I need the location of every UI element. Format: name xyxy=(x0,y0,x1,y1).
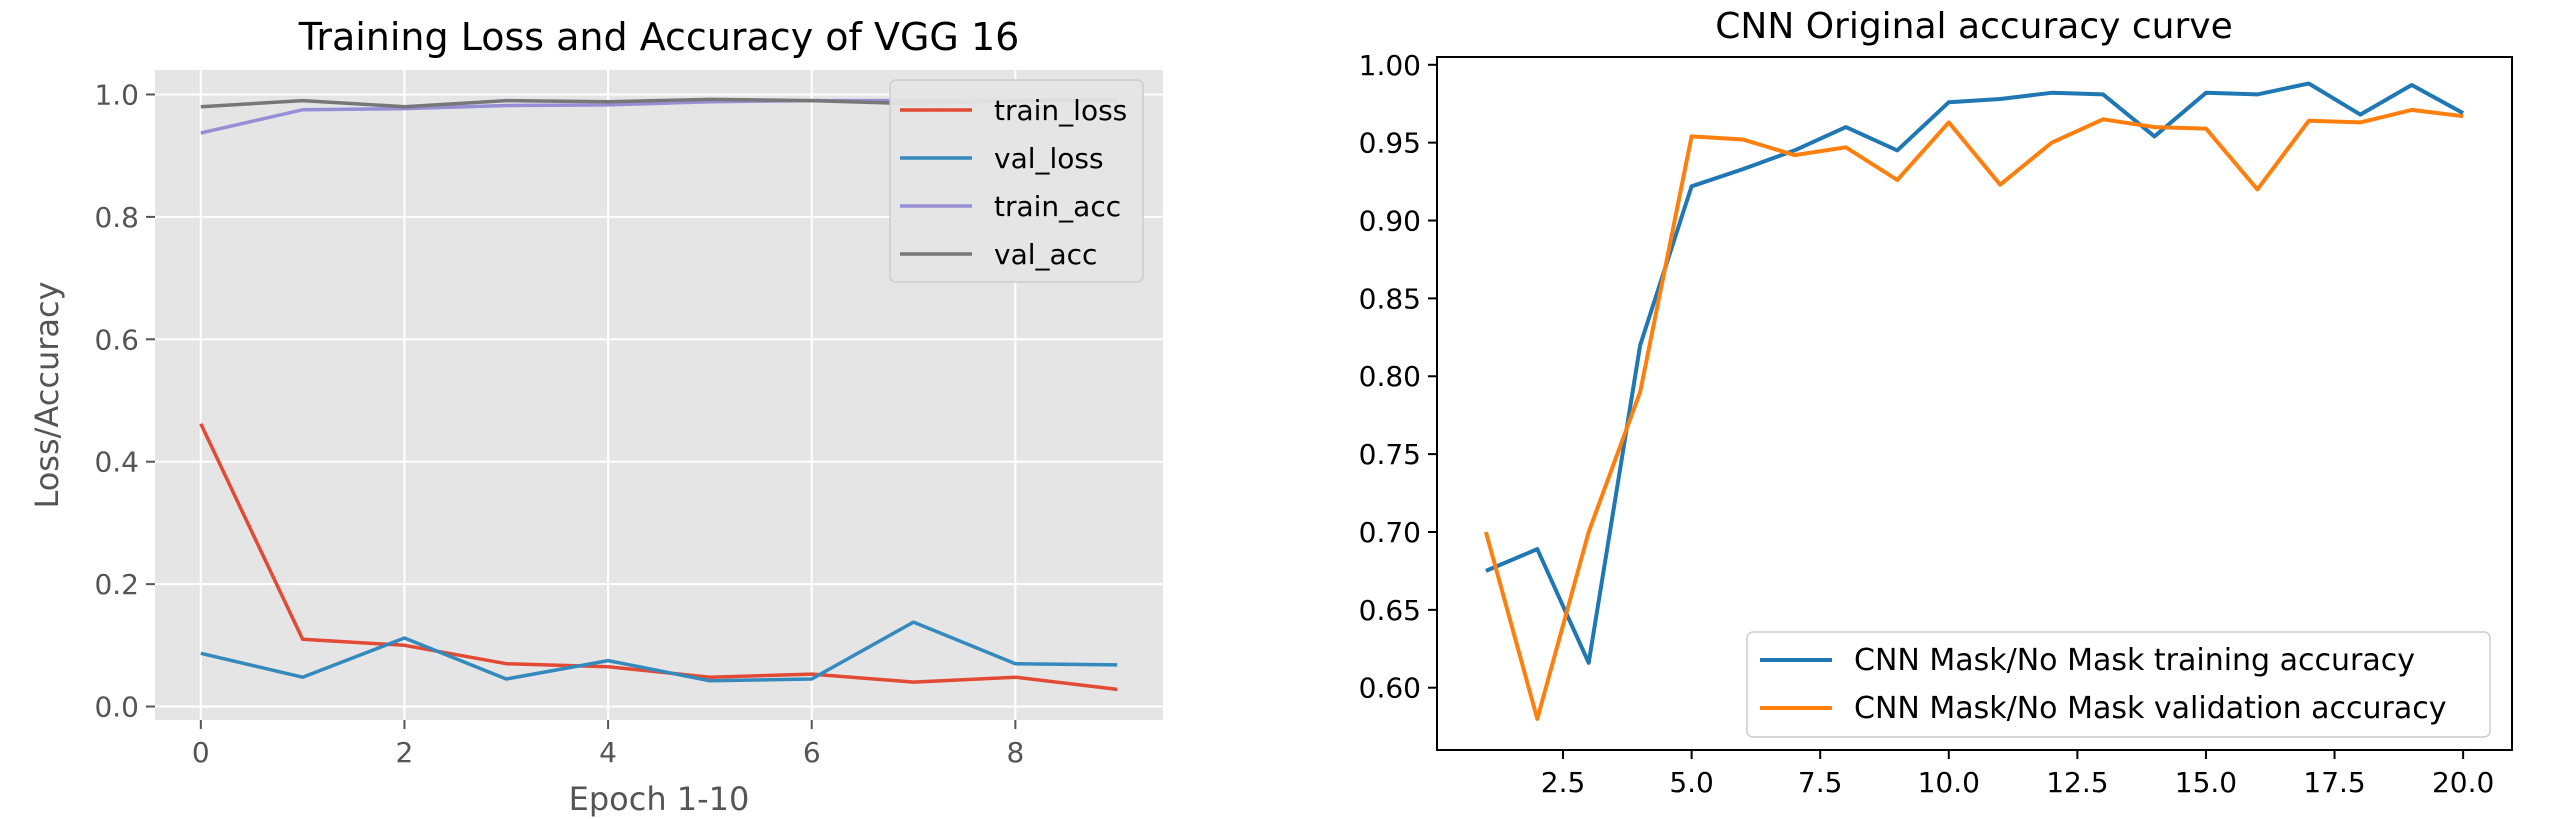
x-tick-label: 17.5 xyxy=(2303,766,2365,799)
y-tick-label: 0.70 xyxy=(1359,516,1421,549)
x-tick-label: 10.0 xyxy=(1918,766,1980,799)
series-line-cnn-mask-no-mask-validation-accuracy xyxy=(1483,107,2464,721)
x-tick-label: 2.5 xyxy=(1541,766,1586,799)
x-tick-label: 20.0 xyxy=(2432,766,2494,799)
legend-box xyxy=(889,79,1144,283)
legend-label-train-acc: train_acc xyxy=(994,190,1121,223)
legend-label-cnn-mask-no-mask-training-accuracy: CNN Mask/No Mask training accuracy xyxy=(1854,643,2415,678)
y-tick-label: 0.65 xyxy=(1359,594,1421,627)
legend-label-cnn-mask-no-mask-validation-accuracy: CNN Mask/No Mask validation accuracy xyxy=(1854,691,2446,726)
y-tick-label: 0.6 xyxy=(94,323,139,356)
cnn-chart: 2.5 5.0 7.5 10.0 12.5 15.0 17.5 20.0 0.600.650.… xyxy=(1359,6,2513,799)
x-axis-label: Epoch 1-10 xyxy=(569,780,750,818)
x-axis-ticks: 0 2 4 6 8 xyxy=(192,720,1024,769)
legend: train_loss val_loss train_acc val_acc xyxy=(889,79,1144,283)
y-tick-label: 0.80 xyxy=(1359,360,1421,393)
y-tick-label: 0.95 xyxy=(1359,127,1421,160)
vgg16-chart: 0 2 4 6 8 0.0 0.2 0.4 0.6 0.8 1.0 Training Loss a… xyxy=(28,15,1163,818)
y-tick-label: 0.85 xyxy=(1359,282,1421,315)
x-tick-label: 6 xyxy=(803,736,821,769)
x-tick-label: 8 xyxy=(1006,736,1024,769)
y-axis-ticks: 0.60 0.65 0.70 0.75 0.80 0.85 0.90 0.95 1.00 xyxy=(1359,49,1437,705)
legend-label-val-loss: val_loss xyxy=(994,142,1104,175)
legend-entries: train_loss val_loss train_acc val_acc xyxy=(900,94,1127,271)
x-tick-label: 0 xyxy=(192,736,210,769)
series-lines xyxy=(1483,81,2465,721)
legend-label-train-loss: train_loss xyxy=(994,94,1127,127)
y-tick-label: 0.90 xyxy=(1359,205,1421,238)
y-tick-label: 0.2 xyxy=(94,568,139,601)
series-line-cnn-mask-no-mask-training-accuracy xyxy=(1485,81,2465,665)
chart-title: Training Loss and Accuracy of VGG 16 xyxy=(298,15,1020,59)
x-tick-label: 7.5 xyxy=(1798,766,1843,799)
y-axis-ticks: 0.0 0.2 0.4 0.6 0.8 1.0 xyxy=(94,78,155,724)
x-axis-ticks: 2.5 5.0 7.5 10.0 12.5 15.0 17.5 20.0 xyxy=(1541,750,2494,799)
y-tick-label: 0.4 xyxy=(94,446,139,479)
chart-title: CNN Original accuracy curve xyxy=(1715,6,2232,47)
x-tick-label: 12.5 xyxy=(2046,766,2108,799)
series-line-val-loss xyxy=(200,620,1118,683)
y-axis-label: Loss/Accuracy xyxy=(28,281,66,508)
y-tick-label: 0.60 xyxy=(1359,672,1421,705)
x-tick-label: 4 xyxy=(599,736,617,769)
y-tick-label: 1.00 xyxy=(1359,49,1421,82)
legend-label-val-acc: val_acc xyxy=(994,238,1097,271)
y-tick-label: 0.0 xyxy=(94,691,139,724)
x-tick-label: 5.0 xyxy=(1669,766,1714,799)
y-tick-label: 0.75 xyxy=(1359,438,1421,471)
y-tick-label: 1.0 xyxy=(94,78,139,111)
legend: CNN Mask/No Mask training accuracy CNN Ma… xyxy=(1746,631,2491,738)
y-tick-label: 0.8 xyxy=(94,201,139,234)
x-tick-label: 2 xyxy=(396,736,414,769)
legend-box xyxy=(1746,631,2491,738)
x-tick-label: 15.0 xyxy=(2175,766,2237,799)
legend-entries: CNN Mask/No Mask training accuracy CNN Ma… xyxy=(1760,643,2446,726)
